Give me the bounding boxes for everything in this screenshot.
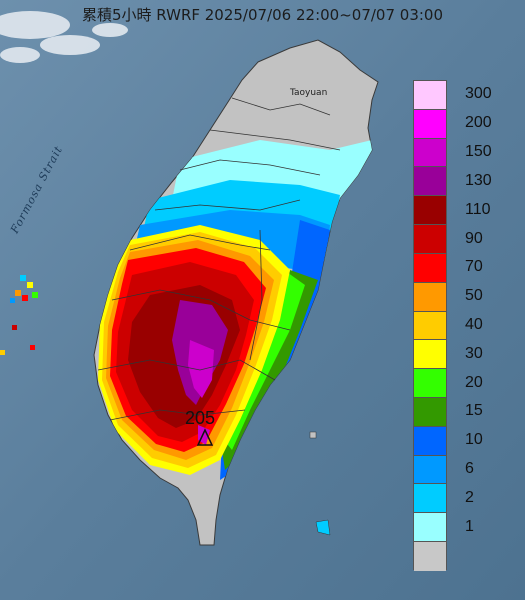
legend-swatch [414,484,446,514]
legend-swatch [414,542,446,571]
max-rainfall-value: 205 [185,408,216,428]
legend-label: 1 [465,517,474,535]
legend-label: 30 [465,344,483,362]
legend-label: 70 [465,258,483,276]
legend-label: 90 [465,229,483,247]
legend-swatch [414,225,446,254]
strait-rain-cells [0,275,38,355]
green-island [309,431,317,439]
legend-label: 40 [465,316,483,333]
legend-label: 300 [465,85,492,103]
max-rainfall-marker [196,428,214,446]
legend-label: 10 [465,431,483,449]
orchid-island [315,519,331,536]
legend-swatch [414,455,446,485]
legend-label: 50 [465,287,483,305]
legend-swatch [414,109,446,139]
legend-label: 200 [465,114,492,132]
county-boundaries [97,97,341,421]
legend-swatch [414,282,446,312]
legend-swatch [414,397,446,427]
legend-swatch [414,81,446,110]
legend-swatch [414,513,446,542]
legend-swatch [414,167,446,197]
legend-label: 15 [465,402,483,420]
cloud-patches [0,11,128,63]
legend-label: 110 [465,200,491,218]
rainfall-field [98,140,372,480]
legend-swatch [414,311,446,341]
legend-swatch [414,340,446,370]
legend-label: 130 [465,171,492,189]
color-legend [413,80,447,571]
legend-label: 2 [465,488,474,506]
legend-swatch [414,426,446,456]
legend-swatch [414,196,446,226]
legend-swatch [414,369,446,398]
legend-swatch [414,253,446,283]
legend-swatch [414,138,446,168]
map-title: 累積5小時 RWRF 2025/07/06 22:00~07/07 03:00 [81,6,444,24]
legend-label: 6 [465,460,474,478]
city-label: Taoyuan [290,88,328,98]
legend-label: 150 [465,143,492,161]
legend-label: 20 [465,373,483,391]
